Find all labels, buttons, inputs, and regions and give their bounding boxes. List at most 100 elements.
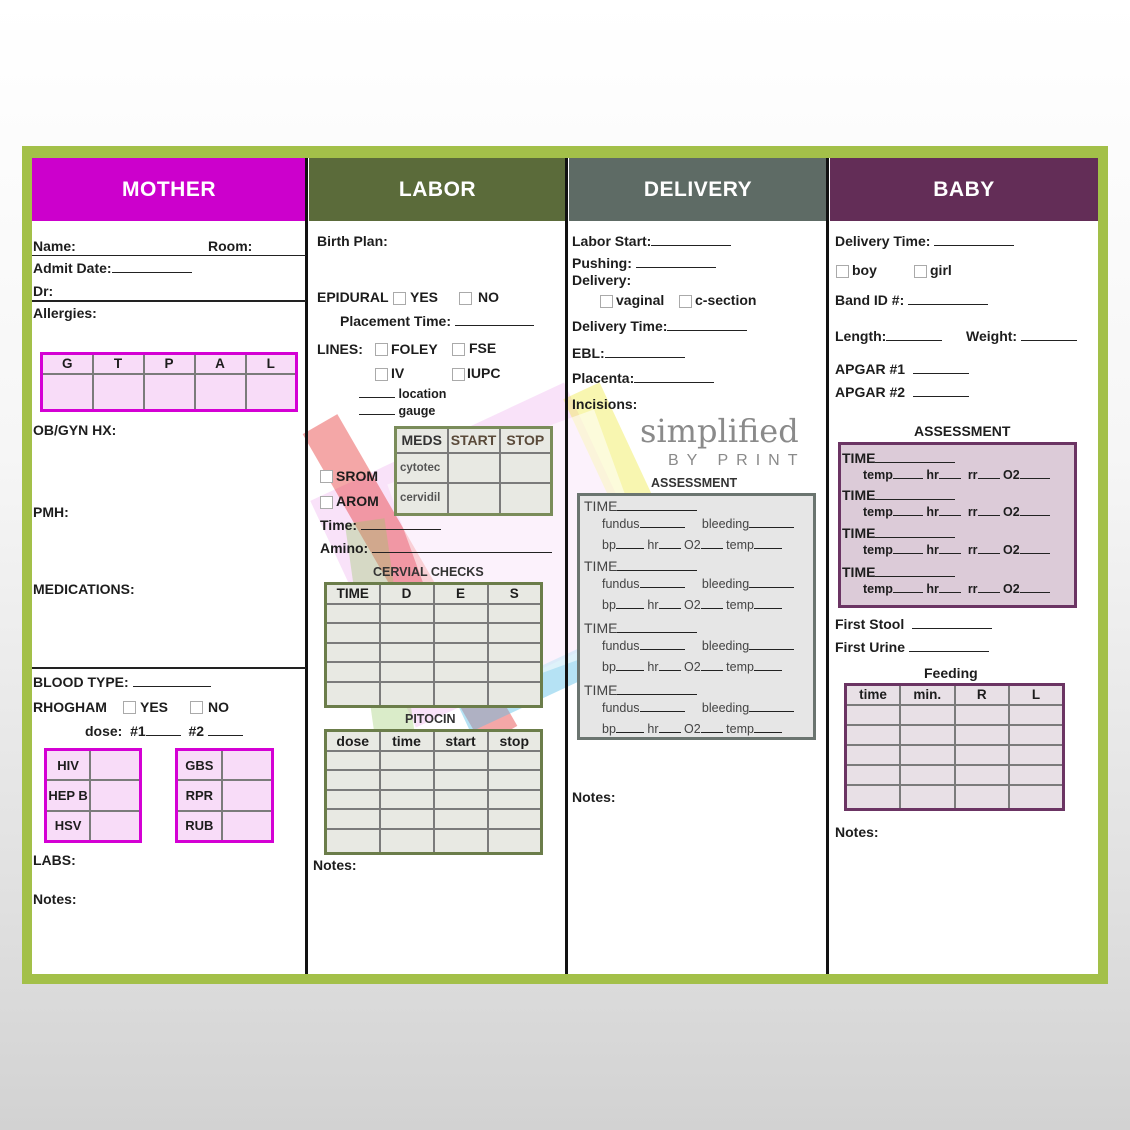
table-cell[interactable]	[432, 602, 489, 625]
table-cell[interactable]	[244, 372, 298, 412]
hr-field[interactable]	[938, 504, 961, 516]
name-line[interactable]	[32, 255, 306, 256]
baby-assessment-time-field[interactable]	[875, 451, 956, 463]
table-cell[interactable]	[378, 808, 435, 830]
srom-checkbox[interactable]	[320, 470, 333, 483]
table-cell[interactable]	[40, 372, 94, 412]
table-cell[interactable]	[486, 661, 543, 683]
table-cell[interactable]	[378, 602, 435, 625]
table-cell[interactable]	[1008, 723, 1065, 746]
table-cell[interactable]	[953, 783, 1010, 811]
temp-field[interactable]	[892, 581, 923, 593]
iv-checkbox[interactable]	[375, 368, 388, 381]
o2-field[interactable]	[1019, 542, 1050, 554]
table-cell[interactable]	[324, 622, 381, 644]
fundus-field[interactable]	[639, 700, 685, 712]
bleeding-field[interactable]	[749, 516, 795, 528]
table-cell[interactable]	[486, 788, 543, 811]
fundus-field[interactable]	[639, 638, 685, 650]
table-cell[interactable]	[378, 661, 435, 683]
placenta-field[interactable]	[634, 371, 715, 383]
amino-field[interactable]	[372, 541, 553, 553]
baby-assessment-time-field[interactable]	[875, 526, 956, 538]
table-cell[interactable]	[953, 723, 1010, 746]
table-cell[interactable]	[324, 769, 381, 791]
table-cell[interactable]	[953, 743, 1010, 766]
table-cell[interactable]	[324, 661, 381, 683]
assessment-time-field[interactable]	[617, 559, 698, 571]
dose2-field[interactable]	[207, 724, 243, 736]
placement-time-field[interactable]	[454, 314, 534, 326]
table-cell[interactable]	[844, 703, 901, 726]
epidural-no-checkbox[interactable]	[459, 292, 472, 305]
table-cell[interactable]	[486, 827, 543, 855]
assessment-time-field[interactable]	[617, 683, 698, 695]
table-cell[interactable]	[378, 827, 435, 855]
table-cell[interactable]	[486, 622, 543, 644]
lab-result-cell[interactable]	[220, 809, 274, 843]
bp-field[interactable]	[615, 597, 644, 609]
location-field[interactable]	[359, 386, 395, 398]
length-field[interactable]	[886, 329, 943, 341]
table-cell[interactable]	[953, 763, 1010, 786]
rr-field[interactable]	[977, 467, 1000, 479]
hr-field[interactable]	[658, 597, 681, 609]
first-urine-field[interactable]	[908, 640, 989, 652]
gauge-field[interactable]	[359, 403, 395, 415]
bleeding-field[interactable]	[749, 576, 795, 588]
weight-field[interactable]	[1020, 329, 1077, 341]
rr-field[interactable]	[977, 581, 1000, 593]
apgar1-field[interactable]	[912, 362, 969, 374]
table-cell[interactable]	[378, 749, 435, 772]
table-cell[interactable]	[324, 641, 381, 664]
table-cell[interactable]	[378, 622, 435, 644]
table-cell[interactable]	[953, 703, 1010, 726]
table-cell[interactable]	[324, 602, 381, 625]
baby-assessment-time-field[interactable]	[875, 488, 956, 500]
table-cell[interactable]	[432, 788, 489, 811]
ebl-field[interactable]	[604, 346, 685, 358]
table-cell[interactable]	[432, 769, 489, 791]
hr-field[interactable]	[938, 542, 961, 554]
band-id-field[interactable]	[908, 293, 989, 305]
fse-checkbox[interactable]	[452, 343, 465, 356]
fundus-field[interactable]	[639, 516, 685, 528]
o2-field[interactable]	[700, 659, 723, 671]
hr-field[interactable]	[658, 537, 681, 549]
lab-result-cell[interactable]	[89, 748, 142, 782]
table-cell[interactable]	[432, 641, 489, 664]
lab-result-cell[interactable]	[89, 779, 142, 812]
temp-field[interactable]	[753, 537, 782, 549]
rr-field[interactable]	[977, 504, 1000, 516]
table-cell[interactable]	[446, 481, 501, 516]
table-cell[interactable]	[498, 451, 553, 484]
csection-checkbox[interactable]	[679, 295, 692, 308]
girl-checkbox[interactable]	[914, 265, 927, 278]
table-cell[interactable]	[486, 680, 543, 708]
vaginal-checkbox[interactable]	[600, 295, 613, 308]
bp-field[interactable]	[615, 659, 644, 671]
table-cell[interactable]	[899, 763, 956, 786]
lab-result-cell[interactable]	[220, 748, 274, 782]
table-cell[interactable]	[844, 783, 901, 811]
table-cell[interactable]	[899, 743, 956, 766]
o2-field[interactable]	[1019, 504, 1050, 516]
epidural-yes-checkbox[interactable]	[393, 292, 406, 305]
assessment-time-field[interactable]	[617, 621, 698, 633]
o2-field[interactable]	[1019, 467, 1050, 479]
table-cell[interactable]	[432, 680, 489, 708]
table-cell[interactable]	[899, 783, 956, 811]
table-cell[interactable]	[432, 622, 489, 644]
table-cell[interactable]	[486, 749, 543, 772]
table-cell[interactable]	[486, 808, 543, 830]
table-cell[interactable]	[324, 788, 381, 811]
assessment-time-field[interactable]	[617, 499, 698, 511]
table-cell[interactable]	[324, 827, 381, 855]
table-cell[interactable]	[899, 703, 956, 726]
table-cell[interactable]	[378, 680, 435, 708]
temp-field[interactable]	[753, 659, 782, 671]
table-cell[interactable]	[486, 769, 543, 791]
labor-start-field[interactable]	[651, 234, 732, 246]
hr-field[interactable]	[658, 721, 681, 733]
table-cell[interactable]	[432, 827, 489, 855]
